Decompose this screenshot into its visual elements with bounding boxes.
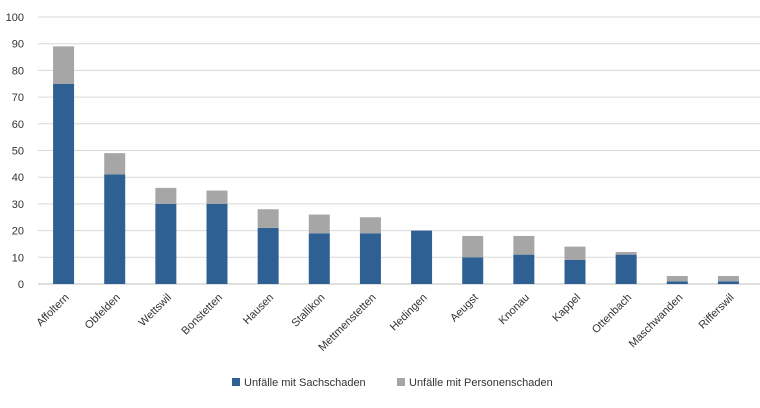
bars <box>53 46 739 284</box>
x-category-label: Stallikon <box>290 292 328 330</box>
bar-segment-personenschaden <box>462 235 484 258</box>
bar-segment-sachschaden <box>615 254 637 284</box>
bar-segment-sachschaden <box>53 83 75 284</box>
x-category-label: Hausen <box>241 292 276 327</box>
bar-segment-sachschaden <box>155 203 177 284</box>
bar-segment-sachschaden <box>513 254 535 284</box>
bar-segment-personenschaden <box>308 214 330 234</box>
bar-segment-sachschaden <box>206 203 228 284</box>
bar-segment-personenschaden <box>717 275 739 282</box>
bar-segment-personenschaden <box>53 46 75 84</box>
y-tick-label: 50 <box>12 146 24 158</box>
x-axis-labels: Affoltern Obfelden Wettswil Bonstetten Hause… <box>34 292 736 354</box>
bar-segment-personenschaden <box>359 217 381 234</box>
x-category-label: Hedingen <box>388 292 430 334</box>
bar-segment-sachschaden <box>666 281 688 284</box>
y-tick-label: 80 <box>12 65 24 77</box>
y-tick-label: 60 <box>12 119 24 131</box>
bar-segment-sachschaden <box>257 227 279 284</box>
x-category-label: Aeugst <box>448 292 481 325</box>
gridlines <box>38 16 760 285</box>
legend-swatch <box>232 378 240 386</box>
x-category-label: Kappel <box>550 292 583 325</box>
x-category-label: Wettswil <box>137 292 174 329</box>
x-category-label: Rifferswil <box>697 292 737 332</box>
bar-segment-sachschaden <box>308 233 330 284</box>
bar-segment-sachschaden <box>717 281 739 284</box>
legend-swatch <box>397 378 405 386</box>
bar-segment-personenschaden <box>104 153 126 175</box>
bar-segment-personenschaden <box>513 235 535 255</box>
bar-segment-personenschaden <box>257 209 279 228</box>
bar-segment-personenschaden <box>666 275 688 282</box>
x-category-label: Knonau <box>497 292 532 327</box>
x-category-label: Affoltern <box>34 292 71 329</box>
bar-segment-sachschaden <box>564 259 586 284</box>
y-tick-label: 40 <box>12 172 24 184</box>
legend-label: Unfälle mit Personenschaden <box>409 377 553 389</box>
bar-segment-sachschaden <box>462 257 484 284</box>
bar-segment-personenschaden <box>564 246 586 260</box>
legend-label: Unfälle mit Sachschaden <box>244 377 366 389</box>
y-tick-label: 90 <box>12 39 24 51</box>
y-tick-label: 100 <box>6 12 24 24</box>
y-tick-label: 30 <box>12 199 24 211</box>
x-category-label: Bonstetten <box>179 292 225 338</box>
bar-segment-sachschaden <box>359 233 381 284</box>
x-category-label: Ottenbach <box>590 292 634 336</box>
bar-segment-personenschaden <box>615 251 637 255</box>
y-tick-label: 0 <box>18 279 24 291</box>
x-category-label: Maschwanden <box>627 292 686 351</box>
bar-segment-sachschaden <box>411 230 433 284</box>
bar-segment-personenschaden <box>155 187 177 204</box>
y-tick-label: 70 <box>12 92 24 104</box>
y-tick-label: 20 <box>12 226 24 238</box>
y-axis-ticks: 0 10 20 30 40 50 60 70 80 90 100 <box>6 12 24 291</box>
bar-segment-personenschaden <box>206 190 228 204</box>
bar-segment-sachschaden <box>104 174 126 284</box>
legend: Unfälle mit Sachschaden Unfälle mit Perso… <box>232 377 553 389</box>
y-tick-label: 10 <box>12 252 24 264</box>
x-category-label: Obfelden <box>83 292 123 332</box>
